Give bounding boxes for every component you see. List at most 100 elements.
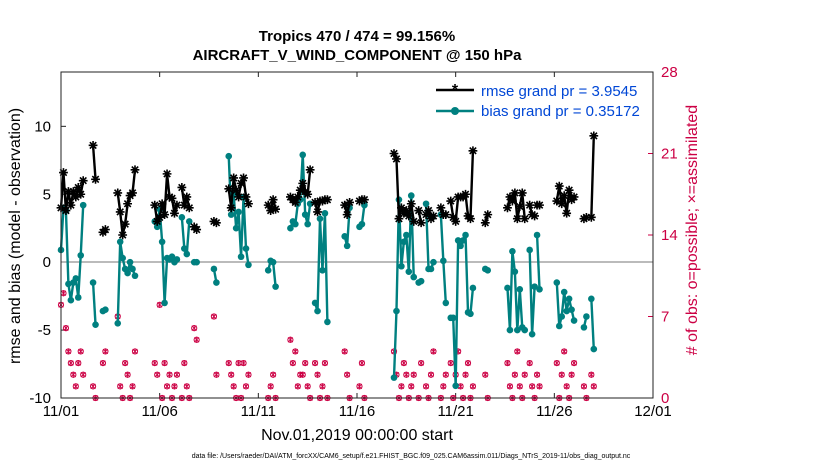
bias-point <box>89 279 97 286</box>
bias-point <box>516 286 524 293</box>
obs-assimilated-point <box>440 383 447 390</box>
bias-point <box>570 317 578 324</box>
obs-assimilated-point <box>344 371 350 378</box>
y2-tick-label: 28 <box>661 64 678 81</box>
rmse-point <box>421 210 431 220</box>
obs-assimilated-point <box>152 360 158 367</box>
bias-point <box>321 209 329 217</box>
bias-point <box>393 307 400 315</box>
bias-point <box>583 313 590 320</box>
bias-point <box>528 330 536 338</box>
obs-assimilated-point <box>568 371 575 378</box>
bias-point <box>454 237 462 244</box>
y-tick-label: 5 <box>43 186 51 203</box>
obs-assimilated-point <box>226 360 232 367</box>
x-tick-label: 11/11 <box>241 403 276 420</box>
x-tick-label: 11/21 <box>437 403 473 420</box>
obs-assimilated-point <box>230 383 237 390</box>
rmse-point <box>564 185 574 195</box>
obs-assimilated-point <box>457 383 464 390</box>
rmse-point <box>101 225 110 234</box>
rmse-point <box>244 199 253 209</box>
x-tick-label: 11/26 <box>536 403 572 420</box>
bias-point <box>457 242 464 250</box>
obs-assimilated-point <box>300 371 306 378</box>
bias-point <box>560 288 568 296</box>
bias-point <box>72 275 80 282</box>
legend-bias-marker <box>451 107 459 115</box>
bias-point <box>410 273 418 281</box>
bias-point <box>316 215 324 222</box>
bias-point <box>504 284 511 292</box>
obs-assimilated-point <box>411 371 417 378</box>
obs-assimilated-point <box>571 360 577 367</box>
bias-point <box>405 268 413 275</box>
rmse-point <box>340 200 350 210</box>
bias-point <box>232 224 240 232</box>
rmse-point <box>389 149 399 158</box>
bias-point <box>131 272 139 280</box>
rmse-point <box>305 165 315 175</box>
bias-point <box>343 242 351 250</box>
rmse-point <box>313 207 322 217</box>
bias-point <box>531 283 538 290</box>
rmse-point <box>128 188 137 198</box>
legend-box <box>430 78 650 122</box>
rmse-point <box>113 188 123 198</box>
obs-assimilated-point <box>174 371 180 378</box>
rmse-point <box>468 146 478 156</box>
bias-point <box>442 299 450 307</box>
legend: * rmse grand pr = 3.9545 bias grand pr =… <box>430 78 650 122</box>
obs-assimilated-point <box>423 383 429 390</box>
bias-point <box>193 258 200 266</box>
obs-assimilated-point <box>536 383 543 390</box>
rmse-point <box>162 169 172 179</box>
bias-point <box>124 269 131 277</box>
bias-point <box>227 211 235 218</box>
rmse-point <box>298 178 308 188</box>
bias-point <box>400 238 408 246</box>
obs-assimilated-point <box>211 313 217 320</box>
obs-assimilated-point <box>304 383 311 390</box>
bias-point <box>514 326 521 334</box>
rmse-point <box>293 192 303 202</box>
bias-point <box>314 307 321 315</box>
obs-assimilated-point <box>517 383 523 390</box>
obs-assimilated-point <box>184 383 190 390</box>
obs-assimilated-point <box>267 383 274 390</box>
rmse-point <box>271 204 280 214</box>
rmse-point <box>61 206 71 215</box>
rmse-point <box>115 207 125 217</box>
bias-point <box>126 258 134 266</box>
y-axis-left-label: rmse and bias (model - observation) <box>7 108 24 364</box>
rmse-point <box>505 192 515 202</box>
rmse-point <box>123 199 132 209</box>
obs-assimilated-point <box>129 383 136 390</box>
bias-point <box>407 192 415 199</box>
bias-point <box>178 214 186 221</box>
rmse-point <box>241 192 251 202</box>
bias-point <box>506 326 514 334</box>
rmse-point <box>406 199 416 209</box>
rmse-point <box>345 198 354 207</box>
bias-point <box>245 261 252 269</box>
rmse-point <box>429 211 438 221</box>
obs-assimilated-point <box>512 371 518 378</box>
obs-assimilated-point <box>117 383 123 390</box>
bias-point <box>430 258 437 266</box>
rmse-point <box>508 196 517 206</box>
rmse-point <box>263 200 273 210</box>
obs-assimilated-point <box>401 360 407 367</box>
obs-assimilated-point <box>181 360 188 367</box>
bias-line <box>590 298 595 350</box>
rmse-point <box>226 203 236 213</box>
obs-assimilated-point <box>124 371 131 378</box>
obs-assimilated-point <box>504 360 511 367</box>
bias-point <box>301 211 309 218</box>
bias-point <box>181 245 188 252</box>
y-tick-label: 0 <box>43 254 51 271</box>
rmse-point <box>414 206 424 215</box>
rmse-point <box>517 188 527 198</box>
rmse-point <box>512 214 522 224</box>
bias-point <box>422 200 430 208</box>
